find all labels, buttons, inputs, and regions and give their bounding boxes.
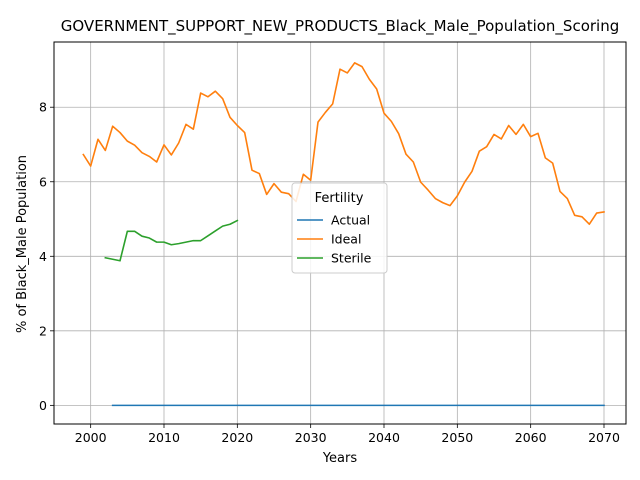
x-tick-label: 2000 — [75, 430, 107, 445]
x-axis-label: Years — [322, 451, 358, 466]
legend-label-actual: Actual — [331, 213, 370, 228]
plot-frame — [53, 41, 627, 425]
legend-label-sterile: Sterile — [331, 251, 372, 266]
legend: Fertility Actual Ideal Sterile — [291, 182, 388, 274]
series-line-sterile — [104, 219, 239, 262]
axis-ticks: 2000 2010 2020 2030 2040 2050 2060 2070 0 2 4 6 8 — [39, 100, 620, 445]
x-tick-label: 2050 — [441, 430, 473, 445]
legend-box — [291, 182, 388, 274]
y-tick-label: 8 — [39, 100, 47, 115]
y-tick-label: 2 — [39, 323, 47, 338]
x-tick-label: 2040 — [368, 430, 400, 445]
chart-title: GOVERNMENT_SUPPORT_NEW_PRODUCTS_Black_Ma… — [61, 17, 619, 36]
x-tick-label: 2070 — [588, 430, 620, 445]
y-tick-label: 6 — [39, 174, 47, 189]
x-tick-label: 2030 — [295, 430, 327, 445]
x-tick-label: 2010 — [148, 430, 180, 445]
y-tick-label: 0 — [39, 398, 47, 413]
x-tick-label: 2020 — [221, 430, 253, 445]
y-tick-label: 4 — [39, 249, 47, 264]
x-tick-label: 2060 — [515, 430, 547, 445]
series-lines — [82, 62, 605, 407]
series-line-ideal — [82, 62, 605, 226]
y-axis-label: % of Black_Male Population — [15, 155, 30, 333]
legend-title: Fertility — [315, 191, 364, 206]
legend-label-ideal: Ideal — [331, 232, 361, 247]
